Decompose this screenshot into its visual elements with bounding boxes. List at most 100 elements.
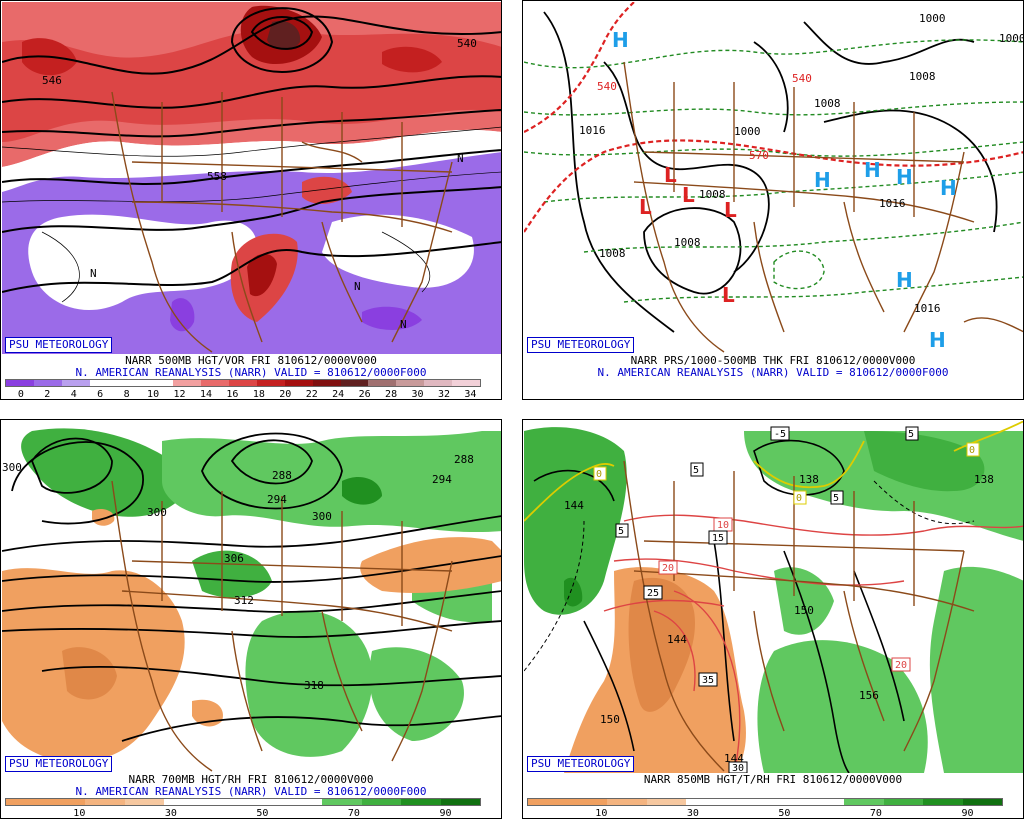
colorbar-tick-label: 20 xyxy=(279,389,292,400)
colorbar-tick-label: 4 xyxy=(70,389,77,400)
colorbar-tick-label: 6 xyxy=(97,389,104,400)
colorbar-swatch xyxy=(962,799,1002,805)
isotherm-label: 10 xyxy=(717,520,729,531)
low-pressure-marker: L xyxy=(682,183,695,207)
colorbar-swatch xyxy=(284,380,313,386)
vort-min-label: N xyxy=(90,267,97,280)
low-pressure-marker: L xyxy=(722,283,735,307)
colorbar-tick-label: 8 xyxy=(123,389,130,400)
thickness-label: 570 xyxy=(749,149,769,162)
low-pressure-marker: L xyxy=(664,163,677,187)
isotherm-label: 30 xyxy=(732,763,744,773)
colorbar-tick-label: 26 xyxy=(358,389,371,400)
isotherm-label: -5 xyxy=(774,429,786,440)
contour-label: 150 xyxy=(794,604,814,617)
colorbar-swatch xyxy=(312,380,341,386)
colorbar xyxy=(527,798,1003,806)
thickness-label: 540 xyxy=(597,80,617,93)
contour-label: 156 xyxy=(859,689,879,702)
contour-label: 294 xyxy=(432,473,452,486)
contour-label: 150 xyxy=(600,713,620,726)
colorbar-tick-label: 50 xyxy=(778,808,791,819)
isobar-label: 1008 xyxy=(599,247,626,260)
panel-title: NARR 700MB HGT/RH FRI 810612/0000V000 xyxy=(128,773,374,786)
panel-850mb-temp-rh: 144 138 138 150 144 150 156 144 -5 5 5 0 xyxy=(522,419,1024,819)
isotherm-label: 5 xyxy=(908,429,914,440)
colorbar-swatch xyxy=(883,799,923,805)
isotherm-label: 20 xyxy=(662,563,674,574)
colorbar-swatch xyxy=(85,799,125,805)
isotherm-label: 20 xyxy=(895,660,907,671)
panel-subtitle: N. AMERICAN REANALYSIS (NARR) VALID = 81… xyxy=(75,366,427,379)
colorbar-tick-label: 16 xyxy=(226,389,239,400)
contour-label: 318 xyxy=(304,679,324,692)
colorbar-swatch xyxy=(567,799,607,805)
contour-label: 288 xyxy=(272,469,292,482)
high-pressure-marker: H xyxy=(864,158,881,182)
colorbar-ticks: 10 30 50 70 90 xyxy=(527,808,1003,819)
colorbar-swatch xyxy=(89,380,118,386)
contour-label: 306 xyxy=(224,552,244,565)
map-pressure-thickness: 1016 1008 1008 1008 1000 1000 1000 1016 … xyxy=(524,2,1024,354)
colorbar-tick-label: 70 xyxy=(869,808,882,819)
colorbar-tick-label: 90 xyxy=(961,808,974,819)
contour-label: 300 xyxy=(312,510,332,523)
panel-700mb-rh: 300 288 294 300 294 288 300 306 312 318 … xyxy=(0,419,502,819)
colorbar-swatch xyxy=(844,799,884,805)
panel-title: NARR 850MB HGT/T/RH FRI 810612/0000V000 xyxy=(643,773,903,786)
colorbar-swatch xyxy=(45,799,85,805)
colorbar-tick-label: 18 xyxy=(252,389,265,400)
colorbar-tick-label: 14 xyxy=(199,389,212,400)
colorbar-swatch xyxy=(424,380,452,386)
colorbar xyxy=(5,379,481,387)
colorbar-swatch xyxy=(528,799,568,805)
colorbar-swatch xyxy=(340,380,369,386)
isotherm-label: 15 xyxy=(712,533,724,544)
map-500mb-vorticity: 546 540 558 N N N N xyxy=(2,2,501,354)
colorbar-swatch xyxy=(33,380,62,386)
vort-min-label: N xyxy=(457,152,464,165)
isotherm-label: 0 xyxy=(969,445,975,456)
colorbar-swatch xyxy=(361,799,401,805)
colorbar-tick-label: 30 xyxy=(164,808,177,819)
colorbar-tick-label: 50 xyxy=(256,808,269,819)
high-pressure-marker: H xyxy=(929,328,946,352)
colorbar-tick-label: 32 xyxy=(437,389,450,400)
colorbar-swatch xyxy=(804,799,844,805)
high-pressure-marker: H xyxy=(940,176,957,200)
map-700mb-rh: 300 288 294 300 294 288 300 306 312 318 xyxy=(2,421,501,773)
isobar-label: 1008 xyxy=(814,97,841,110)
contour-label: 546 xyxy=(42,74,62,87)
isobar-label: 1000 xyxy=(734,125,761,138)
psu-meteorology-badge: PSU METEOROLOGY xyxy=(5,756,113,772)
colorbar-tick-label: 90 xyxy=(439,808,452,819)
contour-label: 540 xyxy=(457,37,477,50)
colorbar-swatch xyxy=(201,380,229,386)
panel-sealevel-pressure-thickness: 1016 1008 1008 1008 1000 1000 1000 1016 … xyxy=(522,0,1024,400)
low-pressure-marker: L xyxy=(724,198,737,222)
colorbar-swatch xyxy=(229,380,257,386)
psu-meteorology-badge: PSU METEOROLOGY xyxy=(527,756,635,772)
colorbar-swatch xyxy=(117,380,146,386)
contour-label: 300 xyxy=(147,506,167,519)
colorbar-swatch xyxy=(164,799,204,805)
colorbar-swatch xyxy=(765,799,805,805)
contour-label: 144 xyxy=(564,499,584,512)
colorbar-swatch xyxy=(440,799,480,805)
colorbar-swatch xyxy=(61,380,90,386)
colorbar-swatch xyxy=(401,799,441,805)
isobar-label: 1016 xyxy=(879,197,906,210)
high-pressure-marker: H xyxy=(612,28,629,52)
colorbar-swatch xyxy=(282,799,322,805)
panel-title: NARR PRS/1000-500MB THK FRI 810612/0000V… xyxy=(630,354,916,367)
isobar-label: 1000 xyxy=(999,32,1024,45)
isobar-label: 1008 xyxy=(699,188,726,201)
panel-500mb-vorticity: 546 540 558 N N N N PSU METEOROLOGY NARR… xyxy=(0,0,502,400)
colorbar-swatch xyxy=(368,380,397,386)
colorbar-swatch xyxy=(686,799,726,805)
high-pressure-marker: H xyxy=(896,165,913,189)
colorbar-tick-label: 34 xyxy=(464,389,477,400)
contour-label: 288 xyxy=(454,453,474,466)
high-pressure-marker: H xyxy=(814,168,831,192)
colorbar-swatch xyxy=(256,380,285,386)
